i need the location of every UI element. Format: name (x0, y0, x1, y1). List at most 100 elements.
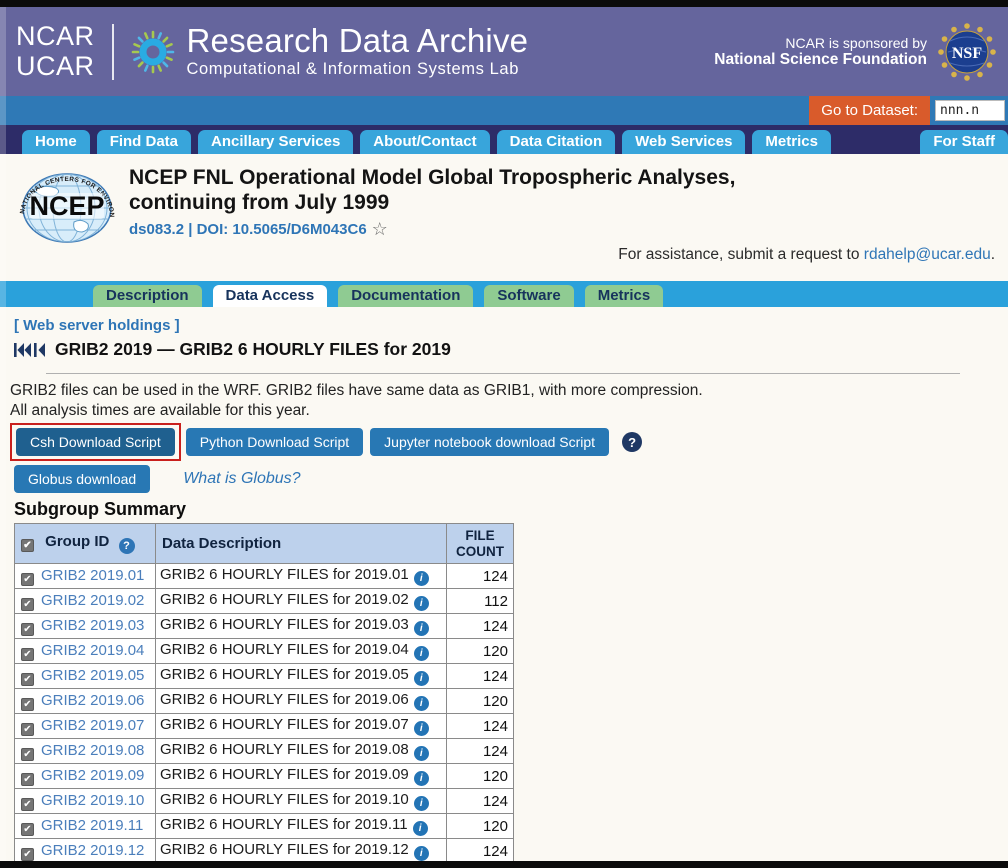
download-script-button-wrap: Csh Download Script (10, 423, 181, 462)
group-id-help-icon[interactable]: ? (118, 538, 135, 555)
nsf-logo[interactable]: NSF (938, 22, 996, 81)
group-id-link[interactable]: GRIB2 2019.12 (41, 841, 145, 859)
select-all-checkbox[interactable]: ✔ (21, 539, 34, 553)
nav-tab[interactable]: Ancillary Services (198, 130, 354, 154)
row-checkbox[interactable]: ✔ (21, 797, 34, 811)
download-script-button[interactable]: Python Download Script (185, 428, 364, 457)
ncar-ucar-logo[interactable]: NCAR UCAR (16, 22, 95, 80)
info-icon[interactable]: i (413, 571, 429, 587)
file-count-cell: 124 (446, 738, 514, 765)
go-to-dataset-input[interactable] (935, 100, 1005, 121)
group-id-cell: ✔ GRIB2 2019.08 (14, 738, 156, 765)
file-count-header-line1: FILE (465, 528, 495, 544)
group-id-link[interactable]: GRIB2 2019.05 (41, 666, 145, 684)
assistance-email-link[interactable]: rdahelp@ucar.edu (863, 246, 991, 263)
nav-tab[interactable]: Data Citation (496, 130, 616, 154)
download-script-button[interactable]: Jupyter notebook download Script (370, 428, 610, 457)
row-checkbox[interactable]: ✔ (21, 747, 34, 761)
file-count-cell: 124 (446, 613, 514, 640)
nav-tab[interactable]: Home (22, 130, 90, 154)
data-description-text: GRIB2 6 HOURLY FILES for 2019.11 (160, 816, 408, 834)
scripts-help-icon[interactable]: ? (622, 432, 643, 453)
row-checkbox[interactable]: ✔ (21, 672, 34, 686)
row-checkbox[interactable]: ✔ (21, 847, 34, 861)
globus-download-button[interactable]: Globus download (14, 465, 151, 494)
group-id-link[interactable]: GRIB2 2019.04 (41, 641, 145, 659)
ncep-logo: NATIONAL CENTERS FOR ENVIRONMENTAL PREDI… (14, 162, 120, 246)
row-checkbox[interactable]: ✔ (21, 722, 34, 736)
dataset-tab[interactable]: Software (484, 285, 574, 307)
row-checkbox[interactable]: ✔ (21, 597, 34, 611)
what-is-globus-link[interactable]: What is Globus? (183, 470, 301, 488)
previous-group-icon[interactable] (34, 342, 45, 357)
file-count-cell: 124 (446, 788, 514, 815)
group-id-link[interactable]: GRIB2 2019.01 (41, 566, 145, 584)
download-script-buttons-row: Csh Download Script Python Download Scri… (0, 423, 1008, 462)
site-title-block[interactable]: Research Data Archive Computational & In… (187, 24, 529, 79)
group-id-cell: ✔ GRIB2 2019.07 (14, 713, 156, 740)
group-id-link[interactable]: GRIB2 2019.09 (41, 766, 145, 784)
row-checkbox[interactable]: ✔ (21, 622, 34, 636)
file-count-cell: 120 (446, 763, 514, 790)
row-checkbox[interactable]: ✔ (21, 822, 34, 836)
ucar-logo-text: UCAR (16, 50, 95, 81)
nav-tab[interactable]: Web Services (622, 130, 746, 154)
info-icon[interactable]: i (413, 746, 429, 762)
site-subtitle: Computational & Information Systems Lab (186, 59, 519, 78)
nav-tab[interactable]: About/Contact (360, 130, 490, 154)
info-icon[interactable]: i (413, 771, 429, 787)
dataset-tab[interactable]: Data Access (212, 285, 328, 307)
info-icon[interactable]: i (413, 646, 429, 662)
table-row: ✔ GRIB2 2019.03 GRIB2 6 HOURLY FILES for … (14, 613, 514, 640)
group-id-link[interactable]: GRIB2 2019.08 (41, 741, 145, 759)
group-id-link[interactable]: GRIB2 2019.07 (41, 716, 145, 734)
table-row: ✔ GRIB2 2019.10 GRIB2 6 HOURLY FILES for … (14, 788, 514, 815)
data-description-cell: GRIB2 6 HOURLY FILES for 2019.06 i (155, 688, 447, 715)
info-icon[interactable]: i (412, 821, 428, 837)
data-description-text: GRIB2 6 HOURLY FILES for 2019.01 (160, 566, 409, 584)
row-checkbox[interactable]: ✔ (21, 772, 34, 786)
rda-sun-icon (130, 29, 176, 75)
row-checkbox[interactable]: ✔ (21, 647, 34, 661)
dataset-header: NATIONAL CENTERS FOR ENVIRONMENTAL PREDI… (0, 154, 1008, 246)
info-icon[interactable]: i (413, 596, 429, 612)
data-description-cell: GRIB2 6 HOURLY FILES for 2019.08 i (155, 738, 447, 765)
info-icon[interactable]: i (413, 721, 429, 737)
dataset-tab[interactable]: Metrics (584, 285, 664, 307)
group-id-link[interactable]: GRIB2 2019.10 (41, 791, 145, 809)
group-description-paragraph: GRIB2 files can be used in the WRF. GRIB… (0, 374, 1008, 421)
web-server-holdings-link[interactable]: [ Web server holdings ] (14, 317, 180, 334)
assistance-period: . (990, 246, 995, 263)
sponsor-line2: National Science Foundation (714, 50, 927, 68)
data-description-header-cell: Data Description (155, 523, 447, 565)
row-checkbox[interactable]: ✔ (21, 572, 34, 586)
dataset-id-doi-row: ds083.2 | DOI: 10.5065/D6M043C6 ☆ (129, 219, 735, 240)
row-checkbox[interactable]: ✔ (21, 697, 34, 711)
group-id-link[interactable]: GRIB2 2019.03 (41, 616, 145, 634)
info-icon[interactable]: i (413, 846, 429, 862)
info-icon[interactable]: i (413, 696, 429, 712)
favorite-star-icon[interactable]: ☆ (371, 219, 388, 240)
table-row: ✔ GRIB2 2019.07 GRIB2 6 HOURLY FILES for … (14, 713, 514, 740)
group-id-link[interactable]: GRIB2 2019.11 (41, 816, 144, 834)
dataset-tab[interactable]: Description (93, 285, 202, 307)
nav-tab[interactable]: Metrics (752, 130, 831, 154)
file-count-cell: 120 (446, 638, 514, 665)
file-count-cell: 124 (446, 838, 514, 865)
download-script-button[interactable]: Csh Download Script (16, 428, 175, 457)
nav-tab[interactable]: Find Data (96, 130, 192, 154)
dataset-tab[interactable]: Documentation (338, 285, 474, 307)
info-icon[interactable]: i (413, 671, 429, 687)
data-description-text: GRIB2 6 HOURLY FILES for 2019.07 (160, 716, 409, 734)
group-id-link[interactable]: GRIB2 2019.02 (41, 591, 145, 609)
nav-tab-for-staff[interactable]: For Staff (920, 130, 1008, 154)
info-icon[interactable]: i (413, 796, 429, 812)
group-id-link[interactable]: GRIB2 2019.06 (41, 691, 145, 709)
nsf-logo-text: NSF (952, 45, 982, 62)
data-description-cell: GRIB2 6 HOURLY FILES for 2019.02 i (155, 588, 447, 615)
skip-to-first-icon[interactable] (14, 342, 31, 357)
file-count-cell: 124 (446, 713, 514, 740)
group-id-cell: ✔ GRIB2 2019.09 (14, 763, 156, 790)
info-icon[interactable]: i (413, 621, 429, 637)
data-description-cell: GRIB2 6 HOURLY FILES for 2019.09 i (155, 763, 447, 790)
